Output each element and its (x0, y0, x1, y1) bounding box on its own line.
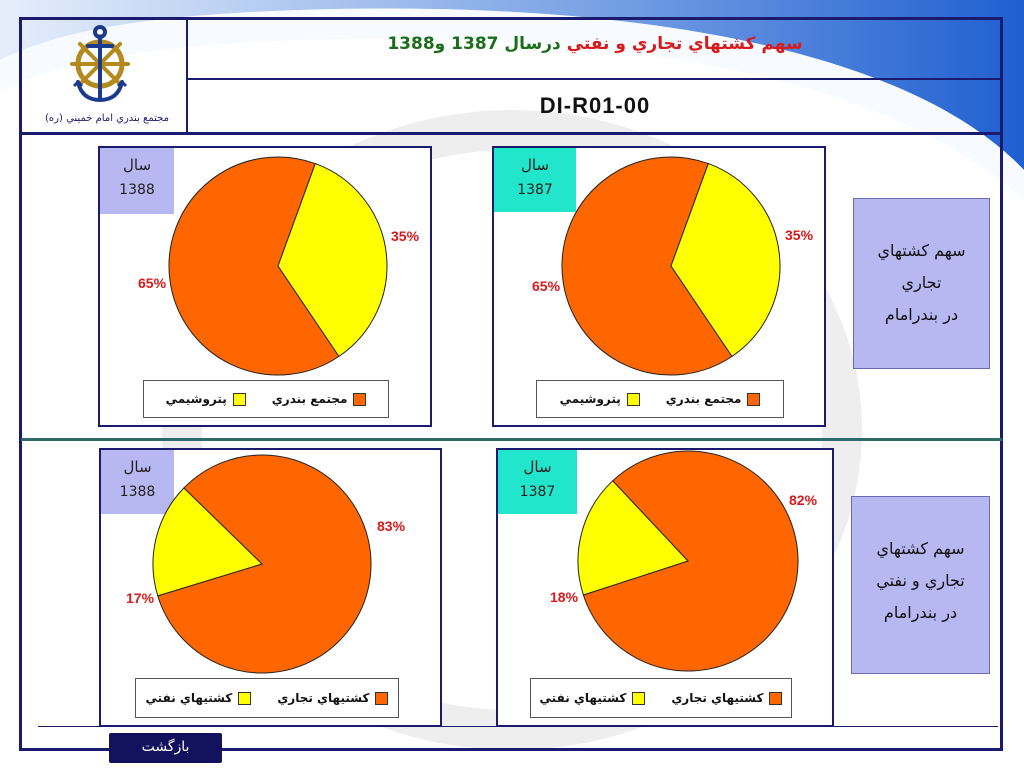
pie-chart-top-right (561, 156, 781, 376)
legend-item: کشتيهاي نفتي (146, 691, 252, 705)
legend-item: مجتمع بندري (272, 392, 367, 406)
legend-bottom-right: کشتيهاي نفتي کشتيهاي تجاري (530, 678, 792, 718)
legend-label: پتروشيمي (559, 392, 621, 406)
anchor-wheel-logo (70, 25, 130, 103)
legend-top-right: پتروشيمي مجتمع بندري (536, 380, 784, 418)
legend-swatch-orange (747, 392, 761, 406)
year-value: 1388 (119, 182, 155, 198)
header-divider-vertical (186, 19, 188, 133)
legend-swatch-yellow (232, 392, 246, 406)
legend-swatch-orange (353, 392, 367, 406)
data-label-slice-0: 65% (138, 275, 167, 291)
legend-label: پتروشيمي (165, 392, 227, 406)
pie-chart-bottom-left (152, 454, 372, 674)
data-label-slice-0: 83% (377, 518, 406, 534)
year-label: سال (523, 458, 552, 476)
section-divider (21, 438, 1002, 441)
legend-item: پتروشيمي (560, 392, 640, 406)
legend-swatch-orange (769, 691, 783, 705)
year-box-1388: سال 1388 (100, 148, 174, 214)
year-label: سال (520, 156, 550, 174)
pie-slice-major (168, 156, 340, 376)
legend-item: کشتيهاي نفتي (540, 691, 646, 705)
legend-bottom-left: کشتيهاي نفتي کشتيهاي تجاري (135, 678, 399, 718)
year-label: سال (123, 458, 152, 476)
pie-slice-minor (152, 487, 263, 597)
year-box-1388: سال 1388 (101, 450, 174, 514)
data-label-slice-1: 35% (785, 227, 814, 243)
caption-line: تجاري و نفتي (876, 571, 965, 590)
data-label-slice-0: 82% (789, 492, 818, 508)
pie-slice-minor (277, 162, 388, 358)
year-value: 1387 (519, 484, 556, 500)
title-part1: سهم کشتهاي تجاري و نفتي (566, 34, 803, 54)
pie-slice-major (561, 156, 733, 376)
legend-item: کشتيهاي تجاري (671, 691, 783, 705)
caption-line: تجاري (901, 273, 942, 292)
year-label: سال (122, 156, 152, 174)
section-caption-bottom: سهم کشتهاي تجاري و نفتي در بندرامام (851, 496, 990, 674)
legend-swatch-orange (375, 691, 389, 705)
year-box-1387: سال 1387 (498, 450, 577, 514)
pie-slice-minor (670, 162, 781, 358)
legend-label: کشتيهاي نفتي (539, 691, 627, 705)
legend-label: مجتمع بندري (665, 392, 742, 406)
pie-chart-bottom-right (577, 450, 799, 672)
data-label-slice-1: 35% (391, 228, 420, 244)
data-label-slice-1: 18% (550, 589, 579, 605)
title-part2: درسال 1387 و1388 (387, 34, 561, 54)
year-value: 1388 (119, 484, 156, 500)
legend-item: مجتمع بندري (666, 392, 761, 406)
pie-chart-top-left (168, 156, 388, 376)
legend-item: پتروشيمي (166, 392, 246, 406)
data-label-slice-1: 17% (126, 590, 155, 606)
legend-item: کشتيهاي تجاري (277, 691, 389, 705)
section-caption-top: سهم کشتهاي تجاري در بندرامام (853, 198, 990, 369)
year-box-1387: سال 1387 (494, 148, 576, 212)
outer-frame (19, 17, 1003, 751)
year-value: 1387 (517, 182, 553, 198)
caption-line: سهم کشتهاي (877, 241, 966, 260)
page-title: سهم کشتهاي تجاري و نفتي درسال 1387 و1388 (190, 34, 1000, 54)
data-label-slice-0: 65% (532, 278, 561, 294)
caption-line: در بندرامام (884, 305, 959, 324)
pie-slice-minor (577, 480, 689, 596)
legend-top-left: پتروشيمي مجتمع بندري (143, 380, 389, 418)
legend-swatch-yellow (626, 392, 640, 406)
caption-line: سهم کشتهاي (876, 539, 965, 558)
logo-caption: مجتمع بندري امام خميني (ره) (45, 113, 169, 124)
back-button[interactable]: بازگشت (109, 733, 222, 763)
legend-label: کشتيهاي تجاري (277, 691, 370, 705)
legend-swatch-yellow (632, 691, 646, 705)
header-divider-bottom (21, 132, 1002, 135)
legend-label: کشتيهاي تجاري (671, 691, 764, 705)
caption-line: در بندرامام (883, 603, 958, 622)
header-divider-middle (188, 78, 1002, 80)
legend-label: مجتمع بندري (271, 392, 348, 406)
legend-swatch-yellow (238, 691, 252, 705)
legend-label: کشتيهاي نفتي (145, 691, 233, 705)
pie-slice-major (157, 454, 372, 674)
document-code: DI-R01-00 (539, 93, 651, 118)
